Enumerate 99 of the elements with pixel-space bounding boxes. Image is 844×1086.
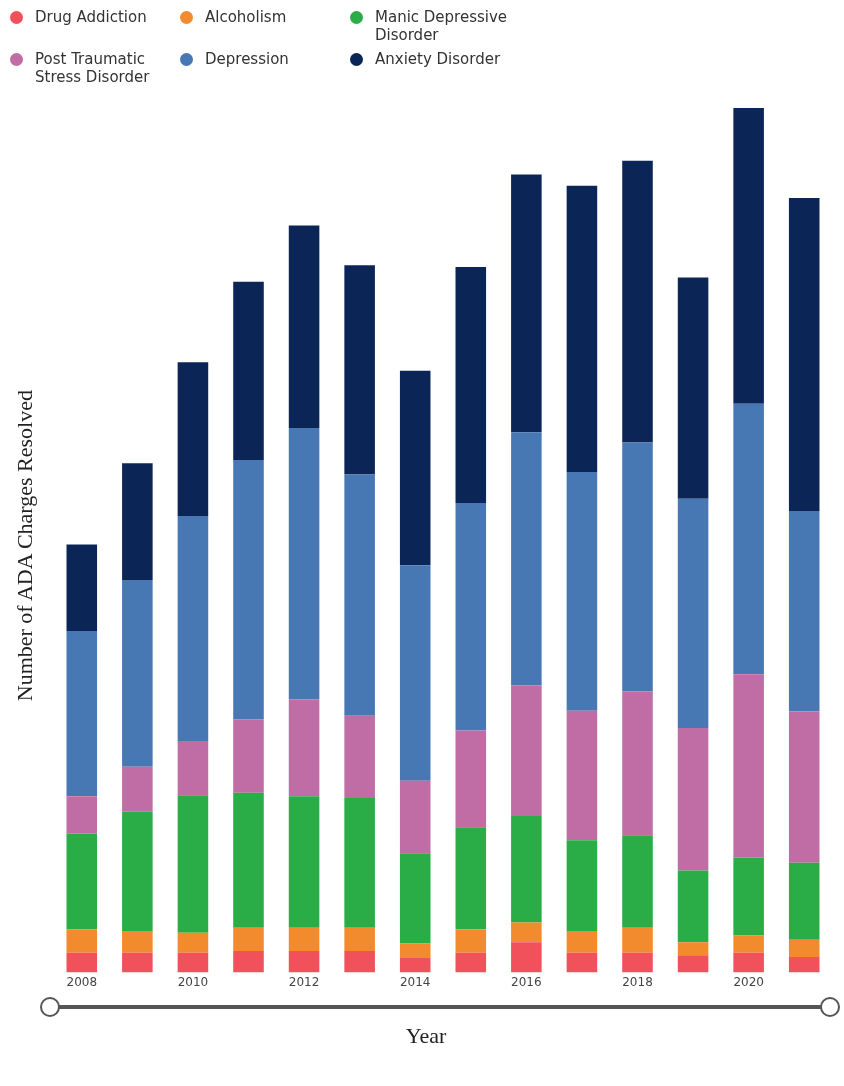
bar xyxy=(344,474,375,716)
bar xyxy=(288,225,320,428)
bar xyxy=(288,796,320,928)
bar xyxy=(733,108,764,404)
bar xyxy=(677,498,709,728)
bar xyxy=(399,780,431,854)
bar xyxy=(344,950,375,973)
bar xyxy=(122,766,153,812)
legend-label: Anxiety Disorder xyxy=(375,50,501,68)
bar xyxy=(622,160,653,443)
x-tick-label: 2010 xyxy=(177,974,209,989)
bar xyxy=(733,952,764,973)
bar xyxy=(566,710,598,841)
bar xyxy=(566,185,598,472)
bar xyxy=(733,857,764,936)
bar xyxy=(622,691,653,836)
bar xyxy=(455,929,487,953)
bar xyxy=(566,952,598,973)
bar xyxy=(566,472,598,711)
bar xyxy=(788,957,820,973)
x-tick-label: 2014 xyxy=(399,974,431,989)
bar xyxy=(788,939,820,958)
bar xyxy=(511,942,542,973)
bar xyxy=(677,942,709,956)
bar xyxy=(511,432,542,686)
bar xyxy=(177,740,209,796)
bar xyxy=(122,580,153,767)
bar xyxy=(399,943,431,958)
bar xyxy=(122,952,153,973)
bar xyxy=(344,797,375,928)
bar xyxy=(455,827,487,930)
legend-label: Drug Addiction xyxy=(35,8,147,26)
bar xyxy=(177,795,209,933)
bar xyxy=(733,935,764,953)
bar xyxy=(399,957,431,973)
bar xyxy=(122,931,153,953)
bar xyxy=(344,715,375,798)
bar xyxy=(622,927,653,953)
bar xyxy=(455,503,487,731)
bar xyxy=(66,833,98,930)
bar xyxy=(288,699,320,797)
bar xyxy=(733,674,764,858)
bar xyxy=(622,952,653,973)
bar xyxy=(455,267,487,504)
x-tick-label: 2018 xyxy=(622,974,653,989)
x-tick-label: 2008 xyxy=(66,974,98,989)
bar xyxy=(177,516,209,741)
bar xyxy=(288,927,320,951)
legend-label: Alcoholism xyxy=(205,8,287,26)
bar xyxy=(511,922,542,943)
bar xyxy=(344,927,375,951)
bar xyxy=(233,950,264,973)
bar xyxy=(177,362,209,517)
bar xyxy=(511,174,542,433)
bar xyxy=(66,796,98,834)
bar xyxy=(511,685,542,817)
bar xyxy=(122,463,153,581)
bar xyxy=(66,929,98,953)
legend-label: Depression xyxy=(205,50,289,68)
bar xyxy=(399,565,431,781)
legend-label: Post Traumatic Stress Disorder xyxy=(35,50,151,86)
bar xyxy=(788,711,820,863)
bar xyxy=(788,197,820,511)
bar xyxy=(788,510,820,712)
bar xyxy=(233,719,264,793)
bar xyxy=(288,427,320,700)
bar xyxy=(66,544,98,632)
bar xyxy=(122,811,153,932)
bar xyxy=(788,862,820,940)
bar xyxy=(733,403,764,675)
bar xyxy=(677,870,709,943)
bar xyxy=(288,950,320,973)
bar xyxy=(455,730,487,828)
bar xyxy=(66,631,98,797)
bar xyxy=(622,442,653,692)
legend-label: Manic Depressive Disorder xyxy=(375,8,509,44)
bar xyxy=(233,927,264,951)
bar xyxy=(677,277,709,499)
x-tick-label: 2016 xyxy=(511,974,542,989)
bar xyxy=(399,370,431,566)
bar xyxy=(511,816,542,923)
bar xyxy=(233,281,264,460)
bar xyxy=(233,459,264,720)
bar xyxy=(177,932,209,953)
bar xyxy=(455,952,487,973)
x-axis-title: Year xyxy=(404,1023,448,1049)
bar xyxy=(233,792,264,928)
bar xyxy=(566,840,598,932)
bar xyxy=(399,853,431,944)
bar xyxy=(622,835,653,928)
bar xyxy=(177,952,209,973)
x-tick-label: 2020 xyxy=(733,974,764,989)
bar xyxy=(66,952,98,973)
bar xyxy=(677,727,709,871)
x-tick-label: 2012 xyxy=(288,974,320,989)
y-axis-title: Number of ADA Charges Resolved xyxy=(12,389,38,702)
bar xyxy=(677,955,709,973)
bar xyxy=(566,931,598,953)
bar xyxy=(344,265,375,475)
